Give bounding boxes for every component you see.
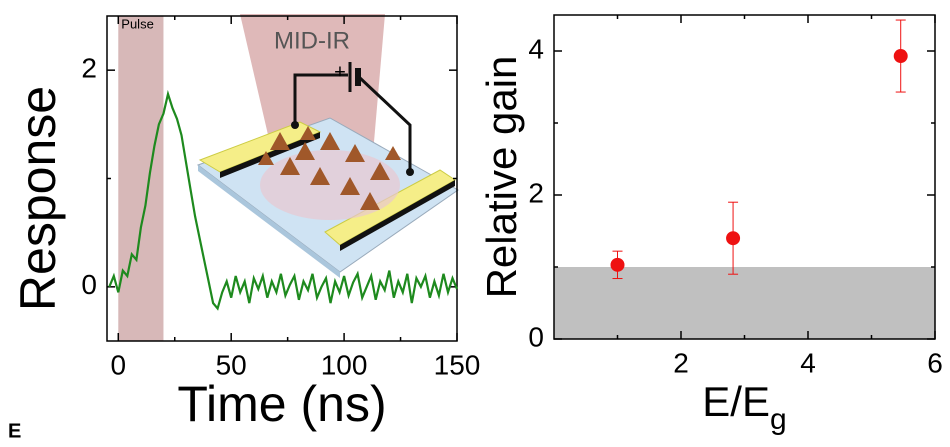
chart-marks: 2 4 6 0 2 4 E/Eg Relative gain [478,14,943,436]
x-tick-label: 4 [800,347,816,378]
x-tick-label: 100 [321,349,368,380]
reference-band [554,267,935,339]
x-axis-label-subscript: g [770,403,787,436]
x-tick-label: 6 [927,347,943,378]
y-tick-label: 2 [528,177,544,208]
chart-marks: 0 50 100 150 0 2 Time (ns) Response [10,15,481,432]
y-tick-label: 0 [528,321,544,352]
data-point [893,49,908,64]
x-tick-label: 150 [434,349,481,380]
wire [293,73,348,125]
y-axis-label: Relative gain [478,56,525,299]
x-tick-label: 0 [111,349,127,380]
pulse-band [118,16,164,341]
x-axis-label: Time (ns) [177,376,386,432]
response-trace [108,89,459,311]
y-tick-label: 4 [528,33,544,64]
inset-label: MID-IR [274,27,350,54]
y-axis-label: Response [10,86,66,311]
contact [291,121,299,129]
wire [358,76,412,172]
x-tick-label: 50 [216,349,247,380]
panel-label: E [8,420,21,442]
electrode-edge [220,132,320,178]
x-tick-label: 2 [673,347,689,378]
y-tick-label: 0 [81,269,97,300]
electrode-edge [340,180,455,251]
chart-panel [554,267,935,339]
x-axis-label-main: E/E [702,378,770,425]
inset-illustration: + MID-IR [196,14,459,278]
x-axis-label: E/Eg [702,378,786,436]
chart-panel: Pulse [118,16,164,341]
data-point [726,231,741,246]
ir-beam [240,14,385,165]
band-label: Pulse [121,16,154,31]
data-point [610,257,625,272]
contact [406,168,414,176]
substrate-edge [198,165,340,278]
y-tick-label: 2 [81,53,97,84]
pyramids [258,126,401,210]
polarity: + [334,61,346,83]
